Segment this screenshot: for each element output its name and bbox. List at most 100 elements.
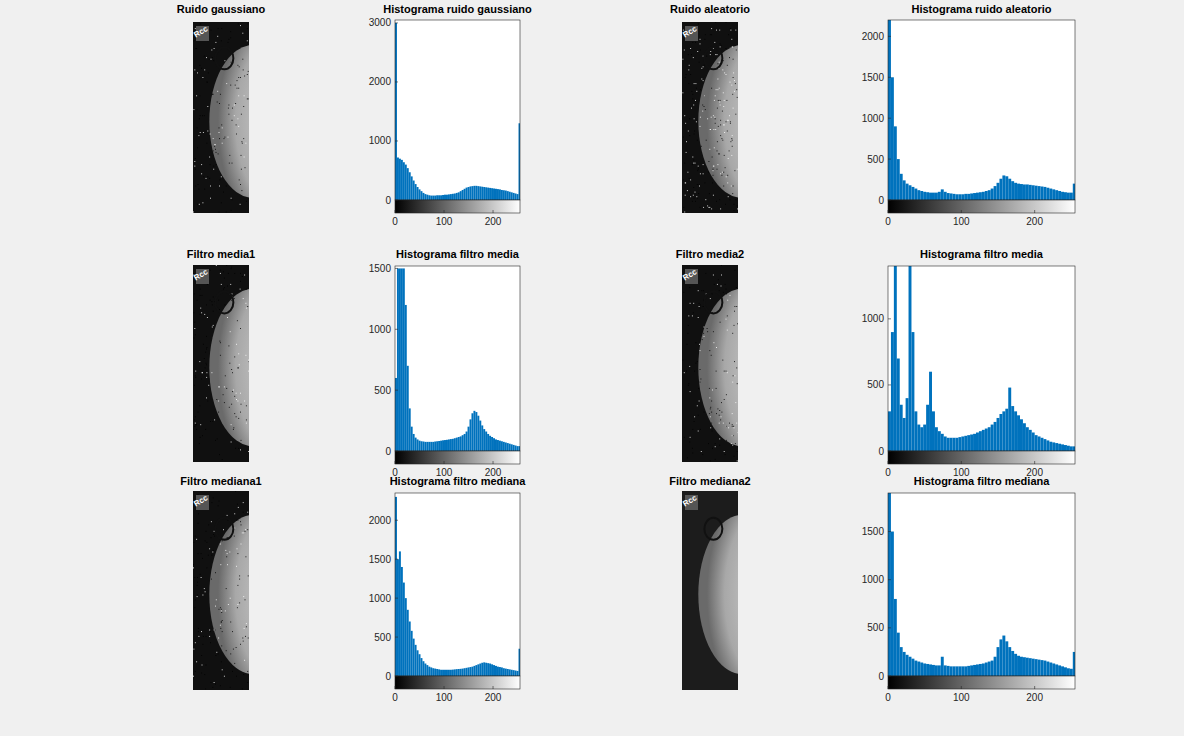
noise-dot [700, 207, 701, 208]
bar [1058, 191, 1061, 200]
panel-title: Histograma filtro media [396, 248, 520, 260]
noise-dot [222, 127, 223, 129]
bar [481, 663, 483, 676]
bar [505, 669, 507, 676]
noise-dot [236, 399, 237, 400]
noise-dot [728, 34, 729, 35]
noise-dot [727, 175, 728, 176]
noise-dot [213, 166, 214, 167]
noise-dot [215, 572, 216, 573]
noise-dot [221, 612, 222, 613]
noise-dot [243, 512, 244, 513]
noise-dot [711, 28, 712, 29]
image-label: Rcc [681, 267, 699, 282]
noise-dot [208, 555, 209, 556]
noise-dot [204, 56, 205, 57]
bar [1070, 669, 1073, 676]
noise-dot [221, 28, 222, 29]
x-tick-label: 0 [392, 216, 398, 227]
noise-dot [720, 208, 721, 209]
noise-dot [704, 182, 705, 183]
bar [950, 666, 953, 676]
bar [1064, 192, 1067, 200]
x-tick [493, 686, 494, 689]
noise-dot [736, 306, 737, 307]
noise-dot [719, 410, 720, 411]
noise-dot [228, 114, 229, 115]
y-tick-label: 500 [374, 632, 391, 643]
bar [914, 661, 917, 676]
noise-dot [709, 397, 710, 398]
noise-dot [202, 372, 203, 373]
gray-colorbar [888, 676, 1075, 689]
noise-dot [693, 195, 694, 196]
noise-dot [708, 207, 709, 208]
bar [452, 670, 454, 676]
noise-dot [704, 327, 705, 328]
bar [403, 162, 405, 200]
bar [1038, 660, 1041, 676]
noise-dot [205, 429, 206, 430]
noise-dot [685, 123, 686, 124]
noise-dot [237, 65, 238, 66]
bar [507, 443, 509, 451]
bar [489, 664, 491, 676]
noise-dot [236, 393, 237, 394]
noise-dot [204, 69, 205, 70]
bar [513, 193, 515, 200]
noise-dot [684, 372, 685, 373]
plot-frame [888, 493, 1075, 676]
noise-dot [717, 108, 718, 109]
bar [430, 196, 432, 200]
noise-dot [698, 415, 699, 416]
noise-dot [714, 147, 715, 148]
noise-dot [732, 46, 733, 47]
bar [491, 664, 493, 676]
bar [964, 666, 967, 676]
y-tick-label: 0 [385, 446, 391, 457]
bar [517, 446, 519, 451]
noise-dot [237, 548, 238, 549]
noise-dot [726, 74, 727, 75]
noise-dot [230, 284, 231, 285]
noise-dot [196, 429, 197, 430]
noise-dot [726, 394, 727, 395]
noise-dot [720, 100, 721, 101]
noise-dot [197, 204, 198, 205]
noise-dot [693, 303, 694, 304]
noise-dot [715, 118, 716, 119]
gray-colorbar [395, 200, 520, 213]
noise-dot [194, 642, 195, 643]
noise-dot [700, 369, 701, 370]
bar [1008, 647, 1011, 676]
noise-dot [208, 72, 209, 73]
noise-dot [240, 449, 241, 450]
noise-dot [734, 170, 735, 171]
noise-dot [223, 271, 224, 272]
bar [1011, 651, 1014, 676]
noise-dot [215, 630, 216, 631]
bar [941, 657, 944, 676]
noise-dot [688, 54, 689, 55]
noise-dot [685, 77, 686, 78]
figure-background [0, 0, 1184, 736]
noise-dot [228, 273, 229, 274]
noise-dot [202, 665, 203, 666]
noise-dot [694, 198, 695, 199]
noise-dot [737, 460, 738, 461]
noise-dot [200, 424, 201, 425]
y-tick-label: 1500 [862, 526, 885, 537]
noise-dot [194, 385, 195, 386]
noise-dot [736, 287, 737, 288]
noise-dot [221, 661, 222, 662]
noise-dot [694, 371, 695, 372]
noise-dot [714, 117, 715, 118]
noise-dot [711, 423, 712, 424]
bar [958, 437, 961, 451]
bar [1002, 175, 1005, 200]
x-tick [444, 461, 445, 464]
bar [1038, 436, 1041, 451]
bar [462, 669, 464, 676]
noise-dot [205, 688, 206, 689]
noise-dot [724, 399, 725, 400]
